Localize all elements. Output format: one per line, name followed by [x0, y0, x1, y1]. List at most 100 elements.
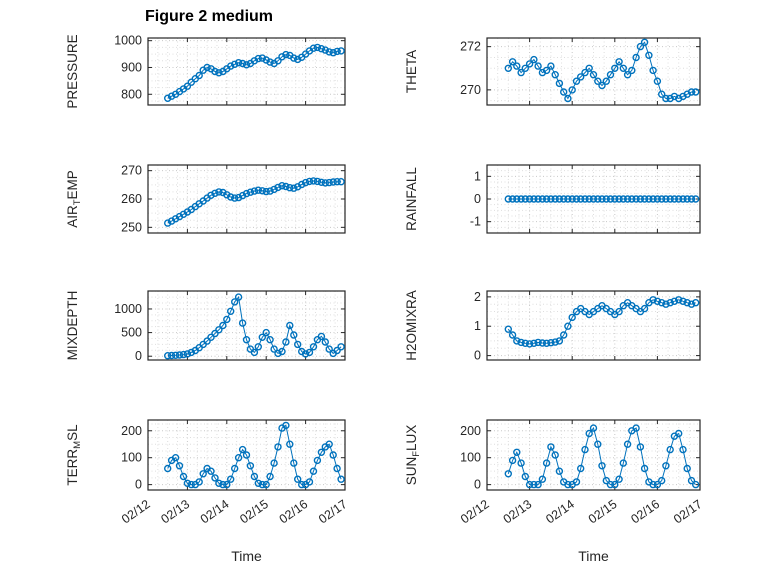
data-point	[542, 459, 551, 467]
data-point	[538, 339, 547, 347]
data-point	[572, 478, 581, 486]
data-point	[266, 336, 274, 344]
data-point	[321, 46, 329, 54]
data-point	[266, 58, 274, 66]
data-point	[254, 343, 263, 351]
data-point	[219, 321, 227, 330]
data-point	[266, 472, 274, 481]
data-point	[581, 445, 589, 454]
data-point	[623, 440, 632, 448]
data-point	[246, 462, 255, 470]
data-point	[534, 480, 542, 489]
data-point	[551, 451, 559, 459]
data-series-markers	[163, 421, 345, 489]
axes-box	[486, 37, 701, 106]
data-point	[254, 479, 263, 488]
x-tick-label: 02/12	[119, 497, 153, 526]
data-point	[687, 476, 696, 485]
data-point	[658, 476, 666, 485]
data-point	[619, 64, 628, 72]
data-point	[301, 350, 310, 358]
data-point	[183, 479, 192, 488]
y-tick-label: 200	[121, 424, 142, 438]
data-point	[517, 459, 525, 467]
data-point	[585, 195, 593, 203]
data-point	[576, 464, 585, 473]
data-point	[333, 47, 341, 56]
data-point	[687, 88, 696, 96]
y-tick-label: 272	[460, 40, 481, 54]
data-point	[640, 195, 649, 203]
data-point	[305, 478, 314, 486]
data-series-line	[507, 427, 697, 486]
data-point	[615, 58, 623, 66]
x-axis-label-right: Time	[578, 548, 609, 564]
data-point	[683, 195, 691, 203]
data-point	[662, 195, 670, 203]
data-point	[564, 94, 572, 103]
data-point	[163, 94, 172, 103]
data-point	[286, 184, 294, 192]
data-point	[679, 195, 687, 203]
x-tick-label: 02/13	[158, 497, 192, 526]
data-point	[223, 315, 231, 324]
rainfall-plot-canvas: -1 0 1 RAINFALL	[404, 164, 701, 234]
data-point	[521, 472, 530, 481]
data-point	[602, 77, 611, 85]
data-point	[329, 49, 337, 57]
data-point	[262, 328, 270, 337]
subplot-airtemp: 250 260 270 AIRTEMP	[63, 157, 355, 241]
data-point	[230, 60, 239, 68]
data-point	[215, 188, 223, 196]
data-point	[576, 73, 585, 81]
y-tick-label: 270	[121, 164, 142, 178]
data-point	[286, 321, 294, 330]
data-point	[606, 195, 615, 203]
data-point	[254, 54, 263, 63]
data-point	[274, 443, 282, 451]
data-point	[521, 339, 530, 347]
data-point	[602, 476, 611, 485]
h2omixra-plot-canvas: 0 1 2 H2OMIXRA	[404, 290, 701, 363]
data-point	[286, 440, 294, 448]
data-point	[602, 195, 611, 203]
axes-box	[486, 290, 701, 361]
data-point	[666, 445, 674, 454]
y-tick-label: 800	[121, 87, 142, 101]
data-point	[313, 43, 322, 52]
data-point	[594, 440, 602, 448]
y-tick-label: 1	[474, 319, 481, 333]
data-point	[555, 467, 564, 475]
y-tick-label: 1	[474, 169, 481, 183]
data-point	[513, 337, 521, 345]
data-point	[199, 470, 207, 478]
data-point	[551, 338, 559, 346]
data-point	[325, 178, 333, 187]
y-tick-label: 1000	[114, 302, 142, 316]
data-point	[628, 195, 636, 203]
data-point	[238, 191, 247, 200]
data-point	[504, 325, 513, 333]
data-point	[278, 182, 286, 190]
data-point	[508, 331, 517, 339]
data-point	[238, 445, 247, 454]
data-point	[649, 480, 657, 489]
data-point	[551, 71, 559, 79]
data-point	[163, 219, 172, 227]
data-point	[576, 195, 585, 203]
data-point	[649, 296, 657, 304]
data-point	[692, 88, 700, 96]
y-tick-label: 100	[121, 451, 142, 465]
data-point	[250, 472, 259, 481]
data-point	[675, 429, 683, 438]
data-series-markers	[504, 424, 700, 489]
data-series-line	[167, 180, 342, 224]
data-point	[203, 337, 211, 345]
data-point	[658, 90, 666, 98]
data-point	[555, 337, 564, 345]
y-tick-label: 270	[460, 83, 481, 97]
axes-box	[147, 37, 346, 106]
data-point	[290, 54, 298, 62]
data-point	[640, 38, 649, 47]
data-point	[632, 424, 640, 432]
